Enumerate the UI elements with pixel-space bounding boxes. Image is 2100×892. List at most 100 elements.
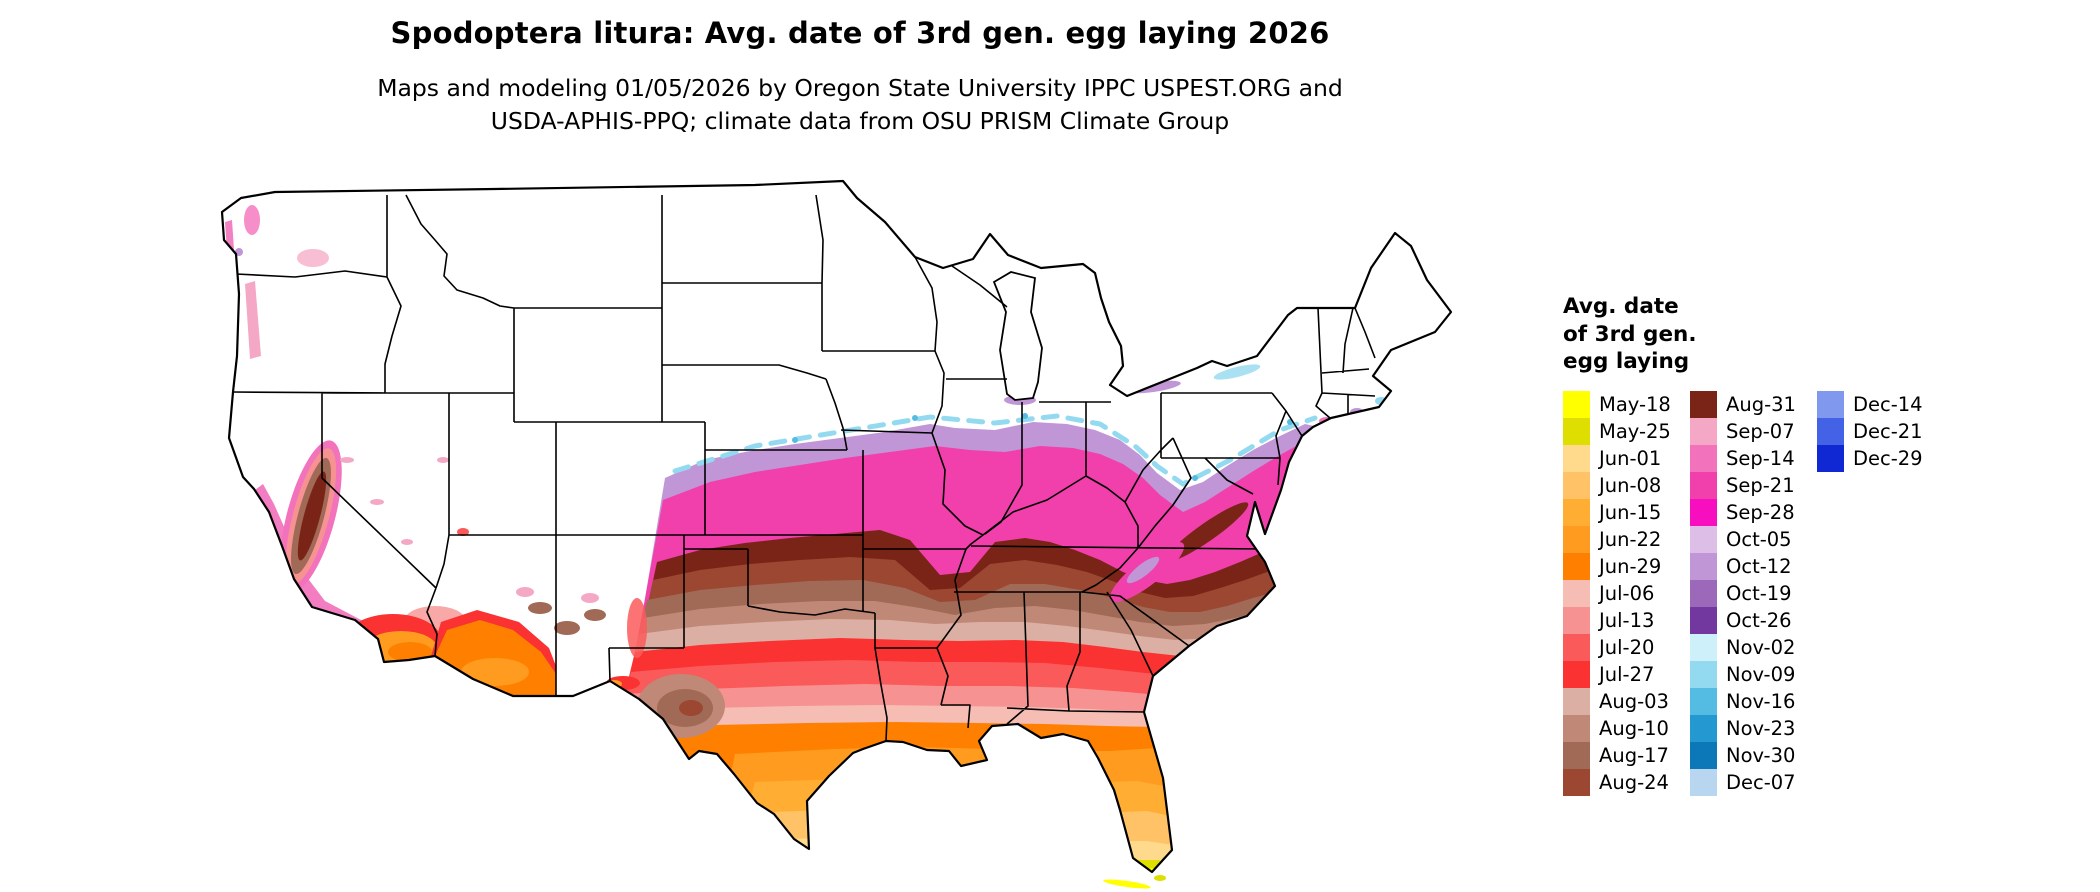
legend-entry: Nov-23 [1690,714,1817,742]
legend-entry: May-18 [1563,390,1690,418]
legend-swatch [1690,498,1717,526]
legend-swatch [1817,417,1844,445]
legend-entry: Jun-01 [1563,444,1690,472]
legend-entry: Aug-31 [1690,390,1817,418]
legend-label: Oct-26 [1726,608,1792,632]
legend-entry: Aug-17 [1563,741,1690,769]
legend-swatch [1563,579,1590,607]
legend-swatch [1690,687,1717,715]
map-patch-riogrande [627,598,647,658]
legend-label: Sep-14 [1726,446,1795,470]
map-patch-az [461,658,529,686]
legend-column: May-18 May-25 Jun-01 Jun-08 Jun-15 Jun-22 Jun-… [1563,390,1690,796]
legend-swatch [1563,606,1590,634]
map-speck-pink [437,457,449,463]
map-speck-pink [516,587,534,597]
map-speck-pink [340,457,354,463]
map-svg [220,179,1453,889]
legend-label: Dec-21 [1853,419,1923,443]
legend-label: Aug-03 [1599,689,1669,713]
legend-swatch [1690,741,1717,769]
legend-swatch [1690,552,1717,580]
legend-entry: Sep-14 [1690,444,1817,472]
legend-label: Jun-08 [1599,473,1662,497]
legend-entry: Dec-21 [1817,417,1944,445]
legend-label: Nov-16 [1726,689,1796,713]
legend-swatch [1563,552,1590,580]
map-speck-brown [584,609,606,621]
legend-swatch [1563,471,1590,499]
legend-label: Oct-12 [1726,554,1792,578]
legend-columns: May-18 May-25 Jun-01 Jun-08 Jun-15 Jun-22 Jun-… [1563,390,1944,796]
map-speck-nov [1192,475,1198,481]
legend-swatch [1690,768,1717,796]
legend-swatch [1690,606,1717,634]
legend-label: Dec-29 [1853,446,1923,470]
legend-swatch [1690,579,1717,607]
subtitle: Maps and modeling 01/05/2026 by Oregon S… [0,72,1720,139]
legend-entry: Oct-05 [1690,525,1817,553]
legend-swatch [1817,390,1844,418]
map-speck-brown [554,621,580,635]
page-title: Spodoptera litura: Avg. date of 3rd gen.… [390,16,1330,50]
map-patch-willamette [245,281,261,359]
legend-swatch [1690,660,1717,688]
legend-label: Jul-20 [1599,635,1655,659]
legend-entry: Sep-21 [1690,471,1817,499]
legend-entry: Sep-07 [1690,417,1817,445]
legend-swatch [1563,714,1590,742]
legend-entry: Jul-20 [1563,633,1690,661]
legend-entry: Jun-29 [1563,552,1690,580]
map-patch-valley-ridge [1165,502,1249,562]
legend-swatch [1690,417,1717,445]
legend-swatch [1690,471,1717,499]
legend-label: Jun-22 [1599,527,1662,551]
legend-entry: Nov-09 [1690,660,1817,688]
legend-title: Avg. date of 3rd gen. egg laying [1563,294,1697,375]
legend-label: Oct-19 [1726,581,1792,605]
legend-label: Nov-23 [1726,716,1796,740]
legend-column: Aug-31 Sep-07 Sep-14 Sep-21 Sep-28 Oct-05 Oct-… [1690,390,1817,796]
legend-label: Aug-24 [1599,770,1669,794]
map-speck-pink [581,593,599,603]
legend-entry: Jun-08 [1563,471,1690,499]
legend-entry: Nov-30 [1690,741,1817,769]
legend-swatch [1690,633,1717,661]
map-band-jun08 [740,809,1180,872]
legend-label: Aug-31 [1726,392,1796,416]
legend: Avg. date of 3rd gen. egg laying May-18 M… [1563,293,1944,796]
legend-entry: Jun-15 [1563,498,1690,526]
legend-swatch [1563,498,1590,526]
legend-label: Aug-10 [1599,716,1669,740]
legend-swatch [1817,444,1844,472]
legend-entry: Nov-02 [1690,633,1817,661]
legend-swatch [1563,417,1590,445]
map-patch-keys [1154,875,1166,881]
legend-label: Oct-05 [1726,527,1792,551]
legend-entry: Sep-28 [1690,498,1817,526]
map-patch-bigbend [679,700,703,716]
legend-label: Sep-07 [1726,419,1795,443]
legend-label: Sep-28 [1726,500,1795,524]
legend-label: Jul-06 [1599,581,1655,605]
legend-label: Dec-14 [1853,392,1923,416]
legend-entry: Nov-16 [1690,687,1817,715]
legend-entry: Dec-07 [1690,768,1817,796]
map-patch-keys [1103,879,1151,889]
map-speck-brown [528,602,552,614]
legend-label: May-25 [1599,419,1671,443]
legend-entry: Aug-24 [1563,768,1690,796]
legend-swatch [1690,444,1717,472]
legend-label: Dec-07 [1726,770,1796,794]
map-speck-nov [912,415,918,421]
map-patch-smokies [1126,556,1160,584]
map-patch-socal [388,642,432,662]
legend-swatch [1690,714,1717,742]
subtitle-line-1: Maps and modeling 01/05/2026 by Oregon S… [377,74,1343,102]
state-borders [232,194,1376,742]
map-band-may25 [775,858,1170,872]
legend-label: Jun-29 [1599,554,1662,578]
legend-swatch [1563,768,1590,796]
lake-michigan [992,271,1043,401]
legend-entry: May-25 [1563,417,1690,445]
